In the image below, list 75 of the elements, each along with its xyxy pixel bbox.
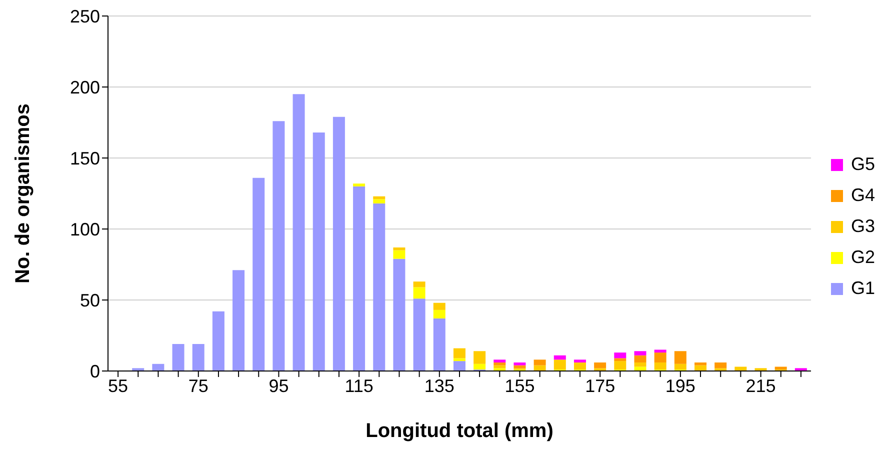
bar (192, 344, 204, 371)
x-tick-label: 115 (344, 376, 374, 396)
y-axis-title: No. de organismos (12, 103, 34, 284)
y-tick-label: 50 (80, 290, 100, 310)
y-tick-label: 100 (70, 219, 100, 240)
bar (774, 366, 787, 370)
x-tick-label: 195 (665, 376, 696, 396)
bar (554, 355, 566, 360)
bar (614, 361, 626, 370)
bar (353, 186, 366, 371)
bar (674, 351, 686, 364)
bar (734, 366, 747, 371)
bar (514, 362, 526, 366)
bar (332, 116, 345, 371)
bar (212, 311, 224, 371)
y-tick-label: 0 (90, 361, 100, 382)
legend-label: G5 (850, 154, 875, 175)
bar (292, 94, 305, 371)
y-tick-label: 250 (70, 6, 100, 26)
legend-label: G3 (850, 216, 875, 237)
bar (413, 287, 426, 299)
bar (393, 247, 406, 250)
bar (634, 366, 646, 371)
bar (312, 132, 325, 371)
bar (232, 270, 245, 371)
x-tick-label: 155 (504, 376, 535, 396)
bar (574, 360, 586, 362)
bar (694, 362, 706, 366)
x-axis-title: Longitud total (mm) (366, 420, 554, 442)
bar (252, 178, 265, 371)
x-tick-label: 55 (108, 376, 128, 396)
bar (674, 364, 686, 370)
x-tick-label: 215 (746, 376, 776, 396)
y-tick-label: 200 (70, 77, 100, 98)
bar (494, 362, 506, 366)
bar (574, 362, 586, 370)
bar (272, 121, 285, 371)
bar (634, 351, 646, 356)
x-tick-label: 135 (424, 376, 454, 396)
x-tick-label: 75 (188, 376, 208, 396)
bar (152, 364, 164, 371)
bar (413, 282, 426, 288)
bar (634, 362, 646, 367)
bar (433, 310, 446, 318)
bar (453, 358, 466, 362)
y-tick-label: 150 (70, 148, 100, 168)
bar (534, 360, 546, 366)
bar (433, 318, 446, 371)
legend-label: G2 (850, 247, 875, 268)
legend-label: G1 (850, 278, 875, 299)
bar (654, 350, 666, 353)
bar (634, 355, 646, 362)
bar (453, 348, 466, 358)
bar (453, 361, 466, 371)
bar (353, 184, 366, 186)
bar (654, 362, 666, 370)
x-tick-label: 175 (585, 376, 616, 396)
bar (172, 344, 184, 371)
bar (433, 302, 446, 310)
legend-label: G4 (850, 185, 875, 206)
bar (373, 203, 386, 371)
bar (494, 360, 506, 362)
bar (594, 362, 606, 368)
x-tick-label: 95 (268, 376, 289, 396)
bar (554, 360, 566, 370)
bar (413, 298, 426, 371)
bar (654, 352, 666, 362)
bar (474, 364, 486, 370)
bar (474, 351, 486, 364)
bar (714, 362, 727, 368)
bar (614, 352, 626, 358)
bar (614, 358, 626, 362)
bar (393, 250, 406, 259)
bar (373, 199, 386, 204)
bar (393, 258, 406, 371)
